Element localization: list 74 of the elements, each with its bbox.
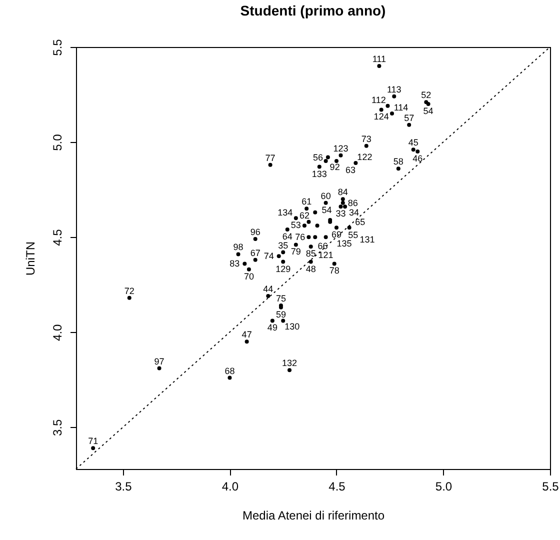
- annotation: 58: [393, 156, 404, 167]
- annotation: 46: [412, 154, 423, 164]
- x-axis-title: Media Atenei di riferimento: [242, 508, 385, 522]
- annotation: 34: [349, 208, 360, 218]
- annotation: 73: [361, 134, 372, 144]
- annotation: 114: [394, 102, 408, 113]
- annotation: 63: [345, 165, 356, 176]
- annotation: 98: [233, 242, 244, 252]
- annotation: 61: [302, 196, 312, 207]
- annotation: 53: [290, 220, 301, 230]
- y-tick-label: 5.5: [50, 38, 64, 56]
- annotation: 54: [322, 204, 332, 215]
- annotation: 83: [230, 258, 240, 269]
- y-tick-label: 5.0: [50, 134, 64, 151]
- annotation: 113: [386, 84, 402, 94]
- annotation: 35: [278, 240, 288, 250]
- annotation: 54: [423, 106, 434, 116]
- annotation: 85: [306, 248, 316, 259]
- annotation: 68: [224, 366, 235, 376]
- annotation: 86: [348, 198, 358, 208]
- annotation: 132: [282, 358, 298, 368]
- x-tick-label: 5.0: [435, 480, 452, 494]
- annotation: 33: [336, 208, 346, 219]
- y-tick-label: 3.5: [50, 419, 64, 436]
- annotation: 133: [312, 168, 327, 179]
- x-tick-label: 4.5: [328, 480, 346, 494]
- annotation: 59: [276, 309, 286, 320]
- annotation: 84: [338, 187, 348, 198]
- annotation: 77: [265, 152, 276, 163]
- annotation: 60: [320, 190, 331, 201]
- annotation: 67: [250, 248, 260, 258]
- x-tick-label: 5.5: [542, 480, 560, 494]
- annotation: 75: [276, 294, 286, 304]
- chart-title: Studenti (primo anno): [240, 2, 386, 19]
- annotation: 49: [267, 322, 278, 333]
- annotation: 45: [408, 138, 418, 148]
- annotation: 74: [264, 251, 274, 262]
- annotation: 62: [299, 210, 310, 221]
- annotation: 123: [333, 143, 348, 154]
- annotation: 92: [330, 162, 340, 172]
- annotation: 134: [278, 207, 293, 218]
- annotation: 66: [318, 241, 328, 252]
- annotation: 65: [355, 216, 366, 227]
- annotation: 69: [331, 230, 342, 240]
- annotation: 47: [242, 330, 252, 340]
- annotation: 64: [282, 231, 292, 242]
- annotation: 55: [348, 230, 358, 240]
- x-tick-label: 3.5: [115, 480, 132, 494]
- annotation: 129: [276, 264, 291, 274]
- x-tick-label: 4.0: [222, 480, 239, 494]
- annotation: 135: [336, 238, 352, 249]
- annotation: 70: [244, 271, 254, 282]
- annotation: 72: [124, 286, 134, 296]
- annotation: 71: [88, 436, 98, 446]
- annotation: 111: [372, 54, 386, 64]
- annotation: 48: [306, 264, 316, 274]
- annotation: 57: [404, 112, 414, 123]
- annotation: 122: [357, 152, 372, 162]
- annotation: 56: [312, 152, 323, 162]
- y-axis-title: UniTN: [24, 241, 38, 276]
- annotation: 130: [284, 322, 300, 332]
- annotation: 76: [295, 232, 306, 242]
- y-tick-label: 4.5: [50, 228, 64, 246]
- annotation: 96: [250, 226, 260, 237]
- annotation: 52: [421, 90, 432, 100]
- annotation: 44: [263, 284, 274, 294]
- annotation: 112: [372, 94, 386, 105]
- annotation: 131: [360, 234, 375, 245]
- y-tick-label: 4.0: [50, 324, 64, 341]
- annotation: 124: [374, 112, 389, 122]
- annotation: 97: [154, 356, 164, 366]
- annotation: 79: [290, 246, 301, 257]
- annotation: 121: [318, 250, 334, 260]
- annotation: 78: [329, 266, 340, 276]
